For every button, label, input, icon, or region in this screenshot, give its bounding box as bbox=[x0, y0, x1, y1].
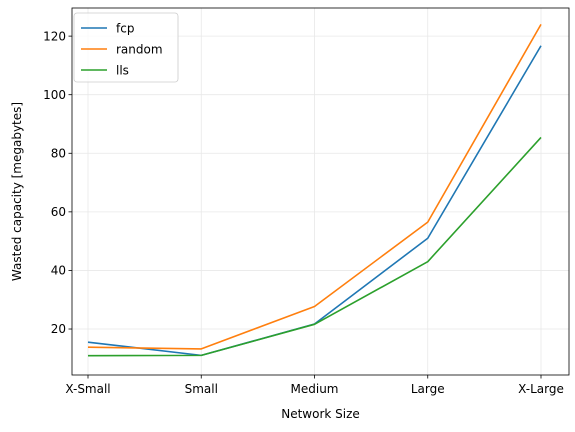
y-tick-label: 60 bbox=[51, 205, 66, 219]
legend-box bbox=[73, 12, 179, 83]
series-lines bbox=[87, 24, 542, 357]
x-tick-label: Large bbox=[411, 382, 445, 396]
series-line-random bbox=[87, 24, 542, 350]
legend-label-random: random bbox=[116, 42, 163, 56]
x-tick-label: X-Small bbox=[65, 382, 110, 396]
y-tick-label: 40 bbox=[51, 264, 66, 278]
plot-area-frame bbox=[71, 7, 570, 376]
series-line-lls bbox=[87, 136, 542, 357]
y-tick-label: 20 bbox=[51, 322, 66, 336]
y-tick-label: 120 bbox=[43, 29, 66, 43]
x-axis-label: Network Size bbox=[281, 407, 360, 421]
x-axis: X-Small Small Medium Large X-Large bbox=[65, 375, 564, 396]
legend-label-fcp: fcp bbox=[116, 21, 134, 35]
y-axis: 20 40 60 80 100 120 bbox=[43, 29, 72, 336]
y-tick-label: 80 bbox=[51, 146, 66, 160]
legend: fcp random lls bbox=[73, 12, 179, 83]
x-tick-label: X-Large bbox=[518, 382, 564, 396]
x-tick-label: Medium bbox=[291, 382, 339, 396]
legend-label-lls: lls bbox=[116, 63, 129, 77]
y-tick-label: 100 bbox=[43, 88, 66, 102]
y-axis-label: Wasted capacity [megabytes] bbox=[10, 102, 24, 281]
x-tick-label: Small bbox=[185, 382, 218, 396]
